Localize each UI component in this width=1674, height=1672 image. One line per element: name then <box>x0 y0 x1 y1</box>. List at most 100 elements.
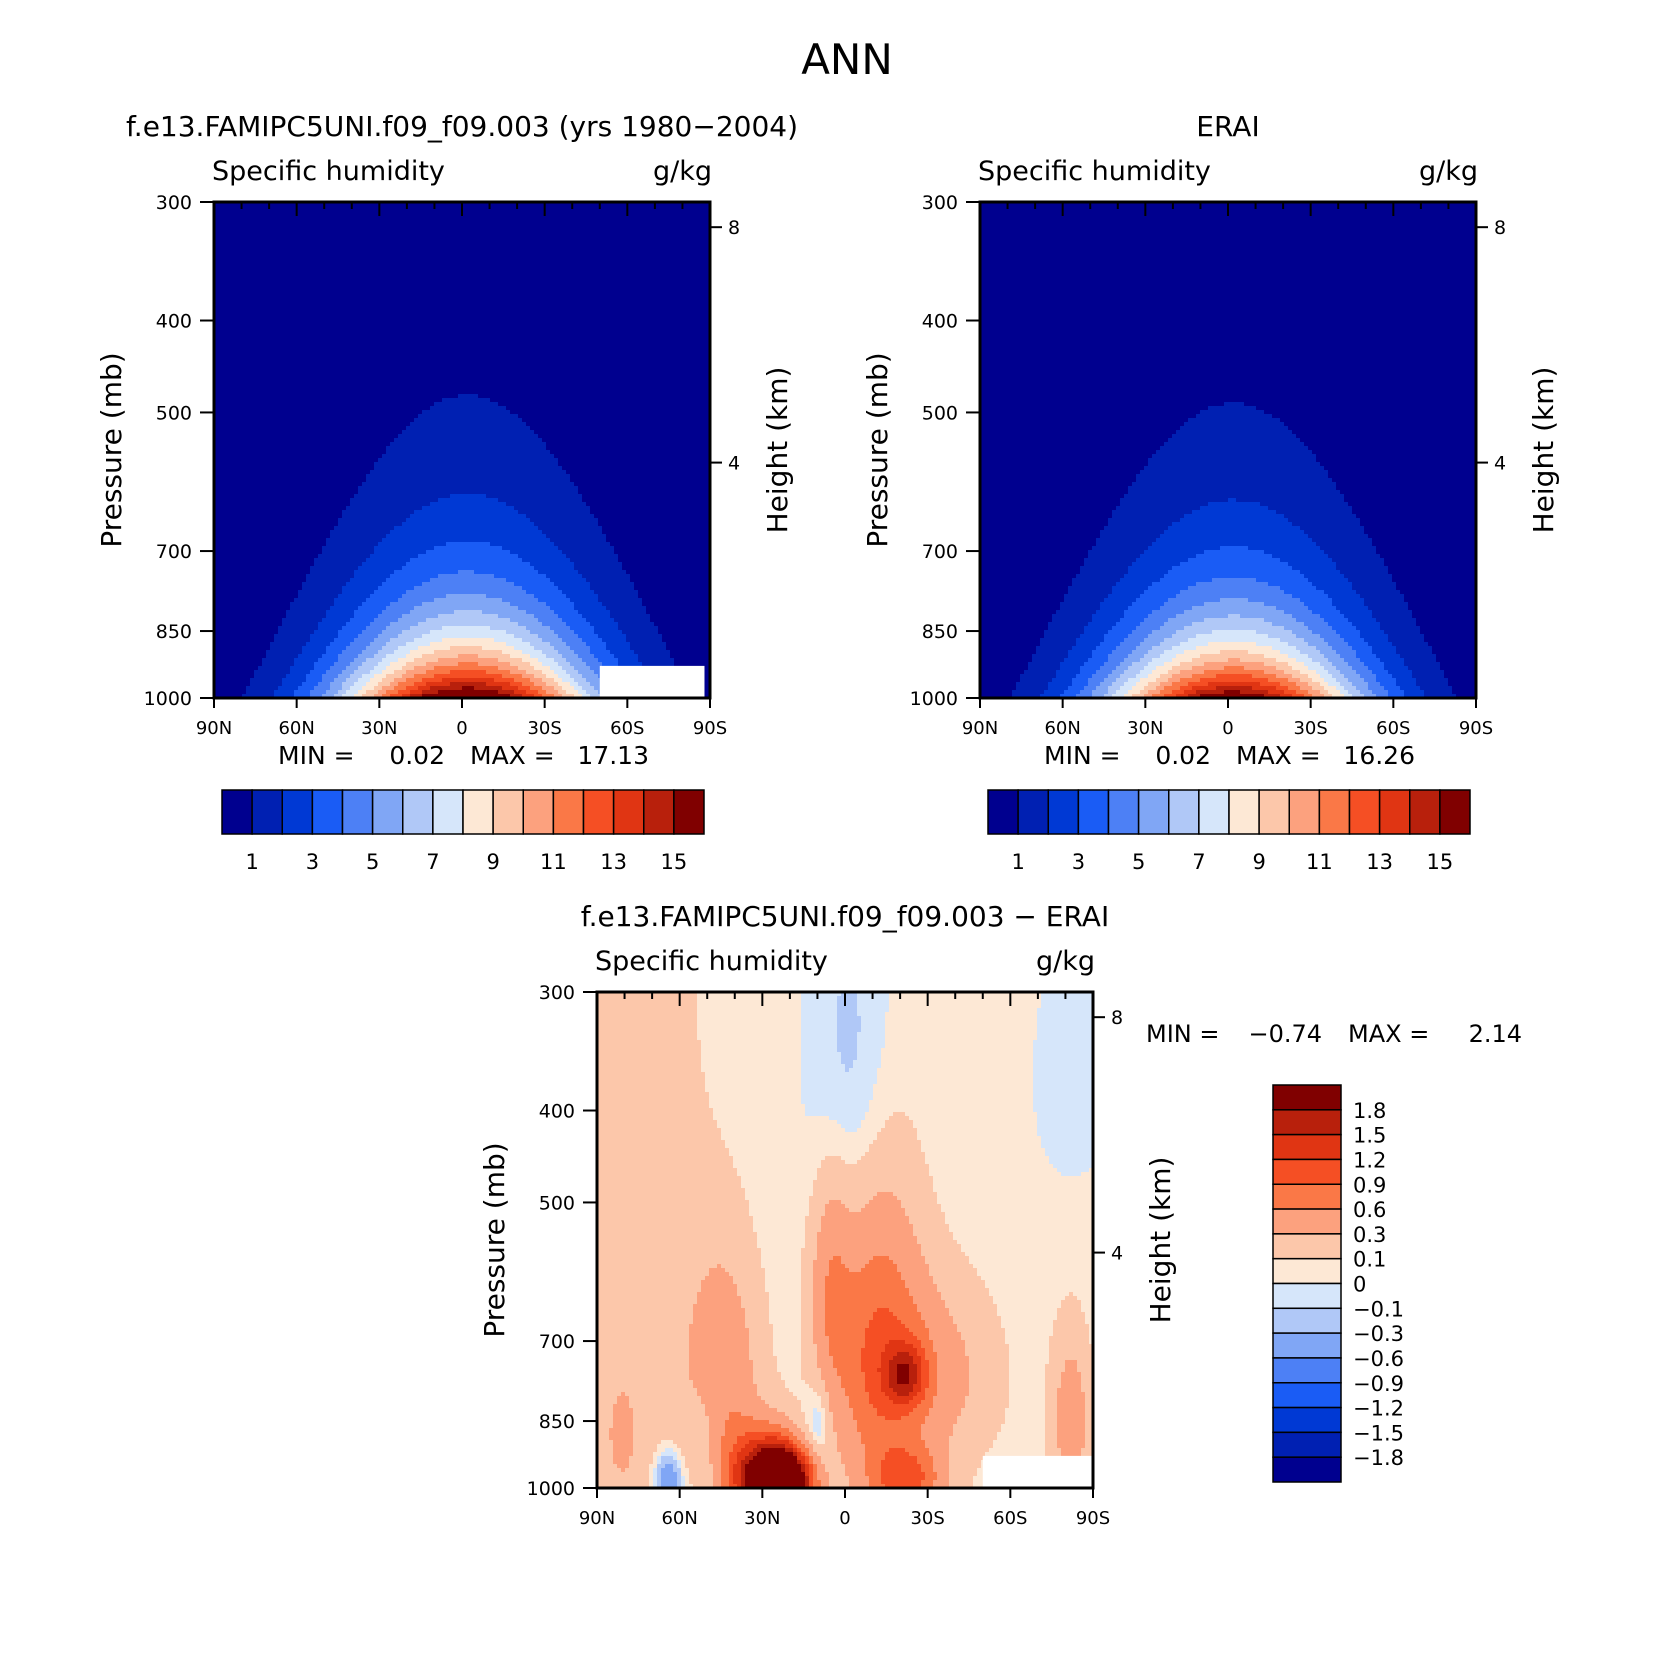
contour-cell <box>1057 1308 1082 1313</box>
contour-cell <box>1040 642 1077 647</box>
contour-cell <box>434 598 503 603</box>
contour-cell <box>933 1176 1093 1181</box>
contour-cell <box>980 438 1169 443</box>
contour-cell <box>346 506 423 511</box>
contour-cell <box>865 1344 886 1349</box>
contour-cell <box>689 1332 750 1337</box>
contour-cell <box>749 1204 810 1209</box>
contour-cell <box>214 478 367 483</box>
contour-cell <box>1328 474 1476 479</box>
contour-cell <box>278 686 299 691</box>
contour-cell <box>1308 578 1349 583</box>
contour-cell <box>382 678 395 683</box>
contour-cell <box>590 646 607 651</box>
contour-cell <box>597 1460 614 1465</box>
contour-cell <box>697 1292 738 1297</box>
contour-cell <box>597 1276 706 1281</box>
contour-cell <box>801 1352 818 1357</box>
contour-cell <box>582 694 591 698</box>
contour-cell <box>578 490 710 495</box>
contour-cell <box>1320 682 1329 687</box>
contour-cell <box>1064 690 1081 695</box>
contour-cell <box>422 694 511 698</box>
contour-cell <box>1376 674 1393 679</box>
contour-cell <box>1188 638 1281 643</box>
contour-cell <box>1084 558 1137 563</box>
contour-cell <box>713 1112 806 1117</box>
contour-cell <box>813 1296 826 1301</box>
contour-cell <box>980 214 1476 219</box>
contour-cell <box>689 1476 714 1481</box>
contour-cell <box>757 1244 806 1249</box>
contour-cell <box>1005 1340 1050 1345</box>
contour-cell <box>613 1444 634 1449</box>
max-label-diff: MAX = <box>1348 1020 1429 1048</box>
contour-cell <box>737 1456 746 1461</box>
contour-cell <box>841 1200 870 1205</box>
contour-cell <box>402 674 415 679</box>
contour-cell <box>1344 574 1393 579</box>
contour-cell <box>1176 654 1201 659</box>
contour-cell <box>817 1364 834 1369</box>
contour-cell <box>937 1364 970 1369</box>
contour-cell <box>1116 646 1137 651</box>
contour-cell <box>318 622 347 627</box>
contour-cell <box>1053 1164 1093 1169</box>
contour-cell <box>597 1116 714 1121</box>
contour-cell <box>346 690 359 695</box>
x-tick-label: 90S <box>1459 718 1493 739</box>
contour-cell <box>969 1360 1010 1365</box>
contour-cell <box>980 394 1476 399</box>
contour-cell <box>761 1252 802 1257</box>
contour-cell <box>558 690 567 695</box>
contour-cell <box>1188 694 1201 698</box>
contour-cell <box>857 1000 890 1005</box>
contour-cell <box>689 1340 750 1345</box>
contour-cell <box>1240 658 1277 663</box>
contour-cell <box>741 1448 754 1453</box>
contour-cell <box>642 598 710 603</box>
contour-cell <box>813 1300 826 1305</box>
contour-cell <box>753 1360 778 1365</box>
contour-cell <box>1144 654 1161 659</box>
contour-cell <box>538 526 603 531</box>
contour-cell <box>638 594 710 599</box>
contour-cell <box>633 1444 658 1449</box>
contour-cell <box>398 690 411 695</box>
contour-cell <box>885 1020 1038 1025</box>
contour-cell <box>566 594 599 599</box>
contour-cell <box>1308 666 1325 671</box>
contour-cell <box>980 582 1073 587</box>
contour-cell <box>1264 694 1281 698</box>
contour-cell <box>1116 582 1153 587</box>
contour-cell <box>1420 686 1453 691</box>
contour-cell <box>1049 1348 1093 1353</box>
contour-cell <box>1352 646 1373 651</box>
contour-cell <box>745 1188 814 1193</box>
contour-cell <box>693 1380 754 1385</box>
contour-cell <box>969 1376 1010 1381</box>
contour-cell <box>1192 658 1229 663</box>
contour-cell <box>949 1476 974 1481</box>
colorbar-label: −0.9 <box>1353 1372 1404 1396</box>
contour-cell <box>621 1392 626 1397</box>
contour-cell <box>330 686 343 691</box>
contour-cell <box>713 1484 722 1488</box>
contour-cell <box>1388 634 1425 639</box>
contour-cell <box>214 418 415 423</box>
contour-cell <box>893 1260 926 1265</box>
contour-cell <box>681 1464 686 1469</box>
contour-cell <box>214 222 710 227</box>
contour-cell <box>805 1236 818 1241</box>
contour-cell <box>825 1324 870 1329</box>
contour-cell <box>510 654 531 659</box>
contour-cell <box>1396 646 1433 651</box>
contour-cell <box>825 1416 834 1421</box>
contour-cell <box>390 574 439 579</box>
contour-cell <box>554 542 611 547</box>
contour-cell <box>382 454 555 459</box>
contour-cell <box>1324 686 1337 691</box>
contour-cell <box>1420 630 1476 635</box>
contour-cell <box>597 1196 746 1201</box>
contour-cell <box>805 1232 818 1237</box>
